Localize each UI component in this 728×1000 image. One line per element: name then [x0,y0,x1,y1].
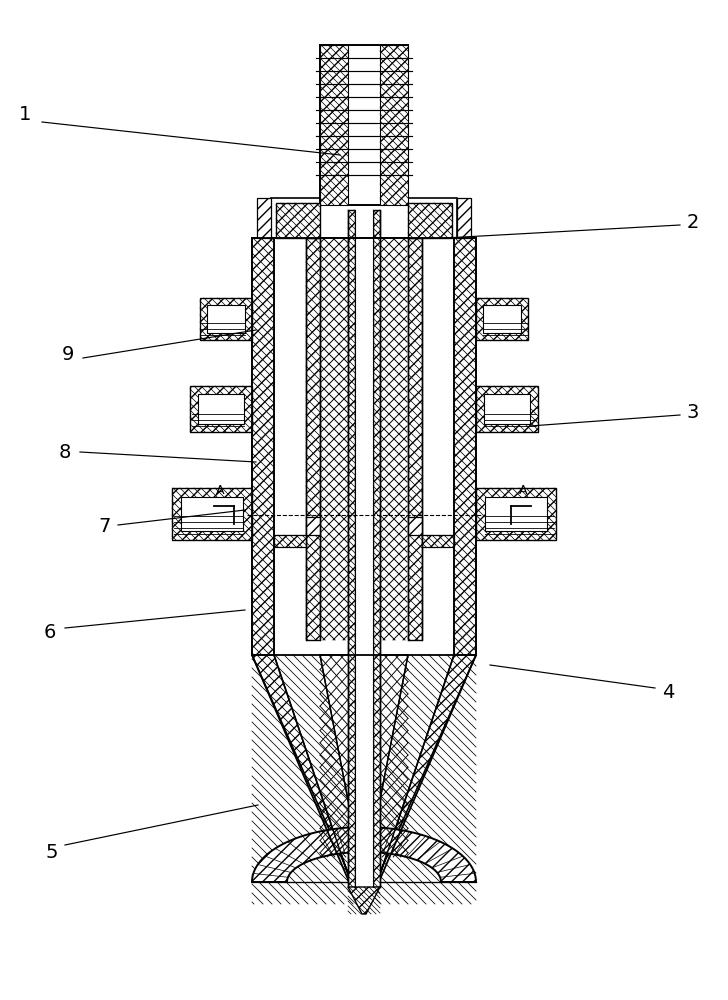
Polygon shape [476,488,556,540]
Text: 8: 8 [59,442,71,462]
Text: 5: 5 [46,842,58,861]
Bar [485,497,547,531]
Polygon shape [306,238,320,640]
Polygon shape [320,45,348,205]
Polygon shape [373,210,380,887]
Polygon shape [172,488,252,540]
Text: 7: 7 [99,518,111,536]
Bar [484,394,530,424]
Polygon shape [252,655,362,904]
Bar [355,210,373,887]
Text: 2: 2 [687,213,699,232]
Polygon shape [457,198,471,238]
Polygon shape [190,386,252,432]
Polygon shape [476,386,538,432]
Polygon shape [200,298,252,340]
Polygon shape [252,827,476,882]
Polygon shape [380,45,408,205]
Text: 1: 1 [19,105,31,124]
Bar [483,305,521,333]
Text: A: A [519,484,528,497]
Bar [422,238,454,655]
Bar [320,45,408,205]
Bar [181,497,243,531]
Text: 9: 9 [62,346,74,364]
Text: A: A [216,484,224,497]
Polygon shape [252,238,274,655]
Polygon shape [476,298,528,340]
Polygon shape [320,655,408,857]
Bar [198,394,244,424]
Polygon shape [366,655,476,904]
Bar [274,238,306,655]
Polygon shape [408,203,452,238]
Text: 4: 4 [662,682,674,702]
Text: 3: 3 [687,402,699,422]
Polygon shape [257,198,271,238]
Polygon shape [274,517,320,547]
Polygon shape [348,887,380,914]
Text: 6: 6 [44,622,56,642]
Polygon shape [276,203,320,238]
Polygon shape [408,238,422,640]
Polygon shape [454,238,476,655]
Bar [207,305,245,333]
Polygon shape [348,210,355,887]
Polygon shape [408,517,454,547]
